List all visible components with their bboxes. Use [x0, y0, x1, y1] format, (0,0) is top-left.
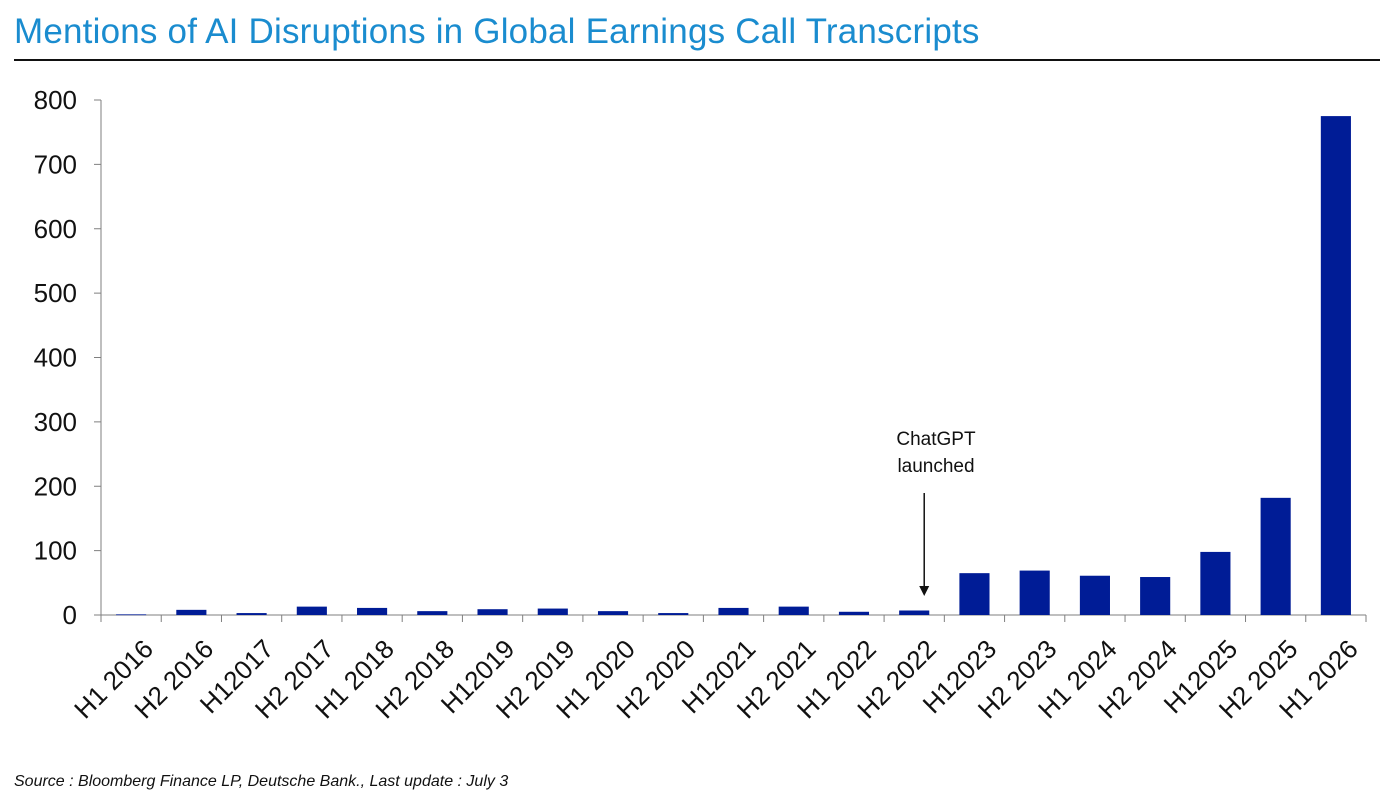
y-tick-label: 600 — [34, 214, 77, 244]
bar — [1140, 577, 1171, 615]
chatgpt-annotation: ChatGPT launched — [874, 426, 998, 480]
y-tick-label: 800 — [34, 85, 77, 115]
bar — [236, 613, 267, 615]
y-tick-label: 700 — [34, 149, 77, 179]
source-note: Source : Bloomberg Finance LP, Deutsche … — [14, 773, 509, 790]
y-tick-label: 0 — [63, 600, 77, 630]
y-tick-label: 500 — [34, 278, 77, 308]
bar — [296, 606, 327, 615]
y-axis: 0 100 200 300 400 500 600 700 800 — [34, 85, 102, 630]
bar — [1079, 575, 1110, 615]
bar — [1260, 497, 1291, 615]
title-divider — [14, 59, 1380, 61]
y-tick-label: 100 — [34, 536, 77, 566]
bar — [176, 609, 207, 615]
bar-series — [116, 116, 1351, 616]
annotation-line-2: launched — [897, 456, 975, 477]
y-tick-label: 300 — [34, 407, 77, 437]
bar — [597, 611, 629, 615]
bar — [417, 611, 448, 615]
bar — [658, 613, 689, 615]
bar — [718, 607, 749, 615]
bar — [116, 614, 147, 616]
bar — [778, 606, 809, 615]
y-tick-label: 200 — [34, 471, 77, 501]
chart-title: Mentions of AI Disruptions in Global Ear… — [14, 12, 980, 51]
annotation-arrow-head — [919, 586, 930, 596]
bar — [477, 609, 508, 615]
bar — [838, 611, 870, 615]
bar — [899, 610, 930, 615]
y-tick-label: 400 — [34, 343, 77, 373]
bar — [959, 573, 990, 615]
bar — [357, 607, 388, 615]
bar — [1200, 551, 1231, 615]
bar — [1019, 570, 1050, 615]
bar — [537, 608, 568, 615]
bar — [1320, 116, 1351, 615]
annotation-line-1: ChatGPT — [896, 429, 976, 450]
annotation-arrow — [919, 493, 930, 596]
